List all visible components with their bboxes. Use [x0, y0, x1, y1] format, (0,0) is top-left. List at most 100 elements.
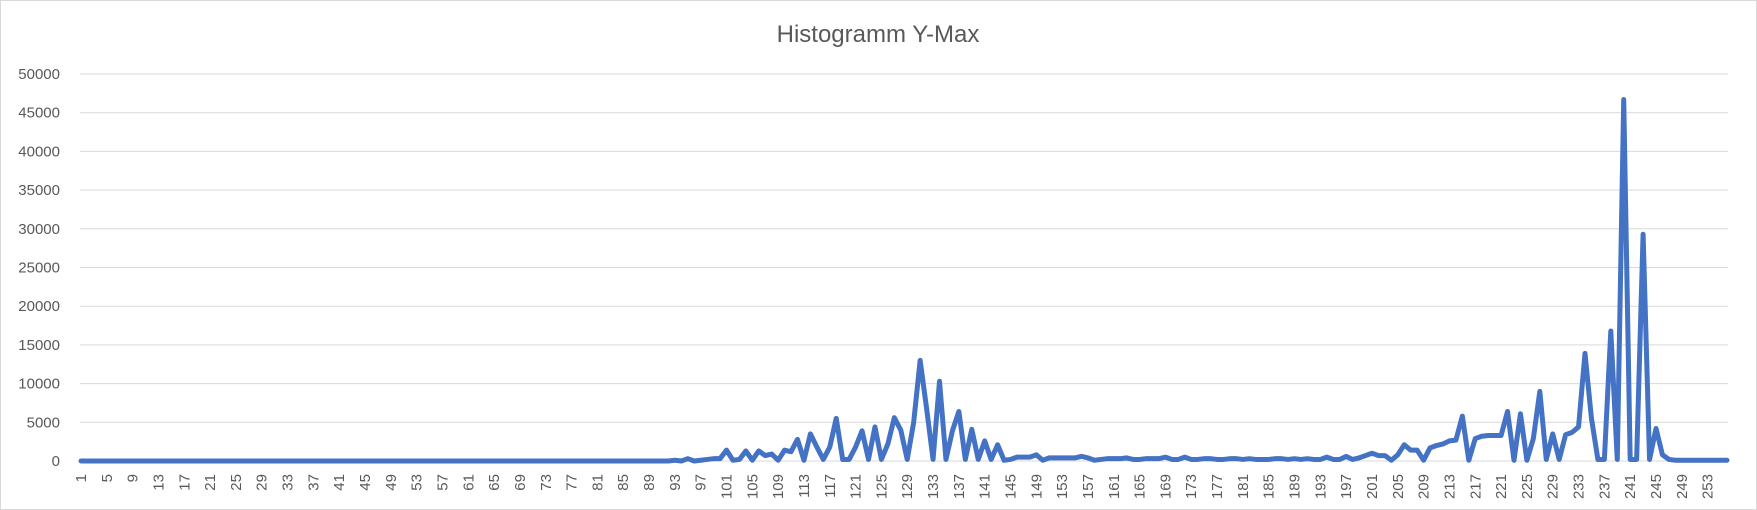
- data-point: [538, 460, 540, 462]
- data-point: [1661, 454, 1664, 456]
- data-point: [738, 458, 741, 461]
- y-tick-label: 45000: [18, 105, 60, 122]
- data-point: [1648, 458, 1651, 461]
- data-point: [1371, 452, 1373, 454]
- data-point: [461, 460, 463, 462]
- data-point: [1636, 458, 1638, 461]
- data-point: [803, 459, 805, 461]
- data-point: [1222, 458, 1225, 461]
- x-tick-label: 221: [1493, 474, 1510, 499]
- data-point: [1293, 458, 1296, 460]
- data-point: [254, 460, 256, 462]
- data-point: [1132, 458, 1134, 461]
- data-point: [971, 428, 973, 430]
- data-point: [693, 460, 695, 462]
- data-point: [725, 449, 728, 451]
- data-point: [435, 460, 437, 462]
- data-point: [493, 460, 495, 462]
- data-point: [964, 458, 966, 461]
- x-tick-label: 189: [1287, 474, 1304, 499]
- data-point: [177, 460, 179, 462]
- data-point: [312, 460, 314, 462]
- x-tick-label: 93: [667, 474, 684, 491]
- data-point: [235, 460, 237, 462]
- data-point: [93, 460, 95, 462]
- data-point: [1597, 458, 1599, 461]
- data-point: [1397, 454, 1399, 456]
- y-tick-label: 30000: [18, 221, 60, 238]
- x-tick-label: 217: [1467, 474, 1484, 499]
- data-point: [1694, 459, 1696, 461]
- x-tick-label: 133: [925, 474, 942, 499]
- data-point: [1216, 458, 1218, 461]
- x-tick-label: 57: [434, 474, 451, 491]
- x-tick-label: 229: [1545, 474, 1562, 499]
- data-point: [1184, 456, 1186, 458]
- x-tick-label: 141: [977, 474, 994, 499]
- data-point: [577, 460, 579, 462]
- y-tick-label: 10000: [18, 376, 60, 393]
- data-point: [1700, 459, 1702, 461]
- data-point: [125, 460, 127, 462]
- data-point: [467, 460, 469, 462]
- data-point: [822, 458, 824, 461]
- x-tick-label: 113: [796, 474, 813, 498]
- data-point: [1119, 458, 1121, 460]
- data-point: [203, 460, 205, 462]
- data-point: [635, 460, 637, 462]
- data-point: [1248, 458, 1250, 460]
- x-tick-label: 49: [383, 474, 400, 491]
- data-point: [416, 460, 418, 462]
- x-tick-label: 117: [822, 474, 839, 498]
- data-point: [525, 460, 527, 462]
- data-point: [629, 460, 631, 462]
- data-point: [1610, 330, 1612, 332]
- y-tick-label: 0: [52, 453, 60, 470]
- data-point: [1326, 456, 1328, 458]
- data-point: [357, 460, 360, 462]
- x-tick-label: 109: [770, 474, 787, 499]
- y-tick-label: 50000: [18, 66, 60, 83]
- data-point: [1719, 459, 1722, 461]
- data-point: [1590, 417, 1593, 420]
- gridlines: [80, 73, 1728, 462]
- data-point: [383, 460, 385, 462]
- data-point: [1177, 458, 1179, 461]
- data-point: [428, 460, 431, 462]
- x-tick-label: 201: [1364, 474, 1381, 499]
- data-point: [1261, 458, 1263, 461]
- data-point: [1565, 434, 1567, 436]
- x-tick-label: 101: [718, 474, 735, 499]
- data-point: [274, 460, 276, 462]
- data-point: [222, 460, 224, 462]
- data-point: [712, 458, 715, 460]
- data-point: [1526, 459, 1528, 461]
- data-point: [119, 460, 121, 462]
- data-point: [887, 443, 889, 445]
- x-tick-label: 245: [1648, 474, 1665, 499]
- data-point: [1068, 457, 1070, 459]
- data-point: [1423, 459, 1425, 461]
- data-point: [1319, 458, 1321, 461]
- y-tick-label: 15000: [18, 337, 60, 354]
- data-point: [1106, 458, 1108, 460]
- data-point: [1468, 459, 1470, 461]
- data-point: [984, 440, 986, 442]
- data-point: [1080, 455, 1083, 457]
- data-point: [674, 459, 676, 461]
- data-point: [138, 460, 140, 462]
- data-point: [603, 460, 605, 462]
- data-point: [1616, 458, 1618, 461]
- data-point: [261, 460, 263, 462]
- data-point: [583, 460, 586, 462]
- x-tick-label: 169: [1157, 474, 1174, 499]
- data-point: [403, 460, 405, 462]
- x-tick-label: 21: [202, 474, 219, 491]
- x-tick-label: 125: [873, 474, 890, 499]
- data-point: [900, 429, 902, 431]
- data-point: [1539, 390, 1541, 392]
- data-point: [1500, 434, 1502, 437]
- data-point: [919, 359, 921, 361]
- data-point: [1139, 458, 1141, 461]
- data-point: [1384, 454, 1386, 457]
